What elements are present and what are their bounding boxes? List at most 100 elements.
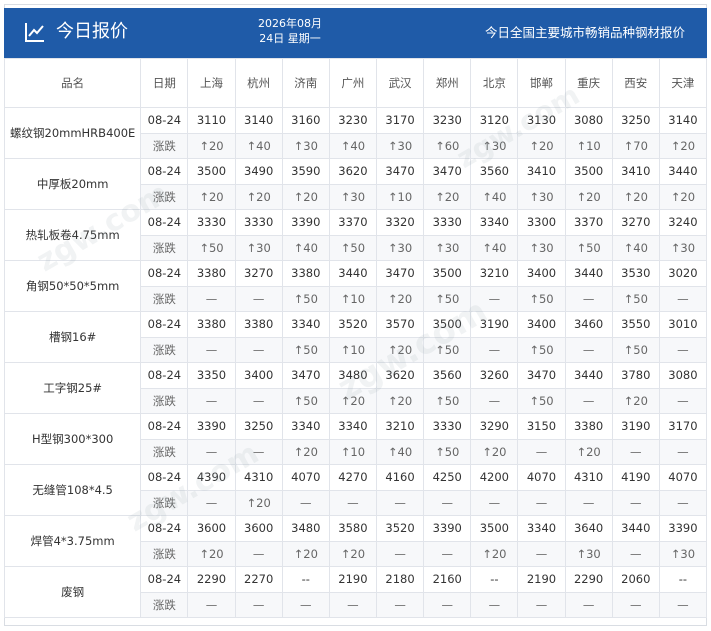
price-cell: 4070 (281, 464, 330, 491)
price-cell: 3560 (470, 158, 519, 185)
price-cell: 3270 (611, 209, 660, 236)
change-cell: ↑20 (234, 183, 283, 210)
change-cell: — (611, 489, 660, 516)
price-cell: 4310 (234, 464, 283, 491)
change-cell: — (234, 591, 283, 618)
change-cell: ↑40 (470, 234, 519, 261)
change-cell: — (187, 336, 236, 363)
price-cell: 3460 (564, 311, 613, 338)
change-cell: ↑20 (281, 540, 330, 567)
change-cell: — (517, 489, 566, 516)
change-cell: ↑30 (517, 183, 566, 210)
change-cell: ↑30 (658, 540, 708, 567)
change-cell: ↑20 (564, 438, 613, 465)
price-cell: 2160 (423, 566, 472, 593)
price-cell: 3210 (375, 413, 425, 440)
change-cell: ↑20 (187, 183, 236, 210)
price-cell: 3500 (423, 311, 472, 338)
price-cell: 3340 (281, 413, 330, 440)
product-name: 工字钢25# (3, 362, 142, 414)
change-cell: ↑70 (611, 132, 660, 159)
change-cell: — (470, 591, 519, 618)
line-chart-icon (25, 23, 44, 42)
price-cell: 3020 (658, 260, 708, 287)
price-cell: 3520 (328, 311, 378, 338)
change-cell: ↑30 (234, 234, 283, 261)
change-cell: — (658, 591, 708, 618)
price-cell: 3440 (658, 158, 708, 185)
change-cell: — (564, 285, 613, 312)
table-header-row: 品名 日期 上海 杭州 济南 广州 武汉 郑州 北京 邯郸 重庆 西安 天津 (3, 58, 708, 108)
price-cell: 3080 (658, 362, 708, 389)
price-cell: 3470 (375, 260, 425, 287)
product-name: 焊管4*3.75mm (3, 515, 142, 567)
change-label: 涨跌 (140, 591, 189, 618)
change-row: 涨跌 — ↑20— — — — — — — — — (5, 489, 708, 516)
price-cell: -- (658, 566, 708, 593)
price-cell: 3380 (187, 260, 236, 287)
price-cell: 2290 (187, 566, 236, 593)
change-cell: — (187, 489, 236, 516)
price-cell: 3150 (517, 413, 566, 440)
price-cell: 3480 (281, 515, 330, 542)
change-cell: ↑50 (517, 336, 566, 363)
price-cell: 3640 (564, 515, 613, 542)
price-cell: 3330 (187, 209, 236, 236)
price-date: 08-24 (140, 158, 189, 185)
price-cell: -- (470, 566, 519, 593)
product-name: 废钢 (3, 566, 142, 618)
column-header-name: 品名 (3, 58, 142, 108)
change-cell: — (423, 540, 472, 567)
price-cell: 3010 (658, 311, 708, 338)
price-cell: 3600 (234, 515, 283, 542)
product-name: 无缝管108*4.5 (3, 464, 142, 516)
price-cell: 3380 (281, 260, 330, 287)
price-cell: 3490 (234, 158, 283, 185)
change-cell: ↑50 (517, 387, 566, 414)
price-row: 工字钢25# 08-24 3350 3400 3470 3480 3620 3560 3260 3… (3, 362, 708, 414)
price-cell: 3110 (187, 107, 236, 134)
price-cell: 3470 (281, 362, 330, 389)
change-cell: — (658, 336, 708, 363)
price-cell: 3410 (611, 158, 660, 185)
change-cell: ↑20 (187, 540, 236, 567)
price-cell: 2190 (517, 566, 566, 593)
change-label: 涨跌 (140, 489, 189, 516)
change-cell: — (328, 489, 378, 516)
price-cell: 3260 (470, 362, 519, 389)
change-cell: ↑50 (423, 336, 472, 363)
change-cell: — (658, 387, 708, 414)
change-cell: ↑30 (658, 234, 708, 261)
change-cell: — (234, 387, 283, 414)
price-cell: 3390 (658, 515, 708, 542)
change-cell: ↑30 (328, 183, 378, 210)
price-cell: 3440 (328, 260, 378, 287)
price-cell: 3470 (375, 158, 425, 185)
change-cell: ↑20 (658, 132, 708, 159)
column-header-date: 日期 (140, 58, 189, 108)
change-row: 涨跌 ↑20 ↑20 ↑20 ↑30 ↑10 ↑20 ↑40 ↑30 ↑20 ↑20 ↑20 (5, 183, 708, 210)
change-cell: — (187, 591, 236, 618)
price-cell: 3400 (234, 362, 283, 389)
price-cell: 3590 (281, 158, 330, 185)
price-cell: 3380 (187, 311, 236, 338)
change-cell: ↑60 (423, 132, 472, 159)
price-row: 热轧板卷4.75mm 08-24 3330 3330 3390 3370 3320 3330 3… (3, 209, 708, 261)
change-cell: ↑30 (375, 132, 425, 159)
change-cell: ↑10 (564, 132, 613, 159)
price-cell: 3140 (658, 107, 708, 134)
header-bar: 今日报价 2026年08月 24日 星期一 今日全国主要城市畅销品种钢材报价 (4, 8, 707, 58)
change-cell: ↑20 (470, 438, 519, 465)
price-cell: 3130 (517, 107, 566, 134)
price-cell: 3500 (187, 158, 236, 185)
change-cell: ↑10 (375, 183, 425, 210)
change-cell: ↑10 (328, 285, 378, 312)
price-cell: 3230 (423, 107, 472, 134)
column-header-city: 济南 (281, 58, 330, 108)
price-cell: 4270 (328, 464, 378, 491)
change-cell: — (658, 438, 708, 465)
product-name: 角钢50*50*5mm (3, 260, 142, 312)
change-cell: ↑40 (328, 132, 378, 159)
change-cell: — (470, 387, 519, 414)
change-cell: ↑30 (517, 234, 566, 261)
